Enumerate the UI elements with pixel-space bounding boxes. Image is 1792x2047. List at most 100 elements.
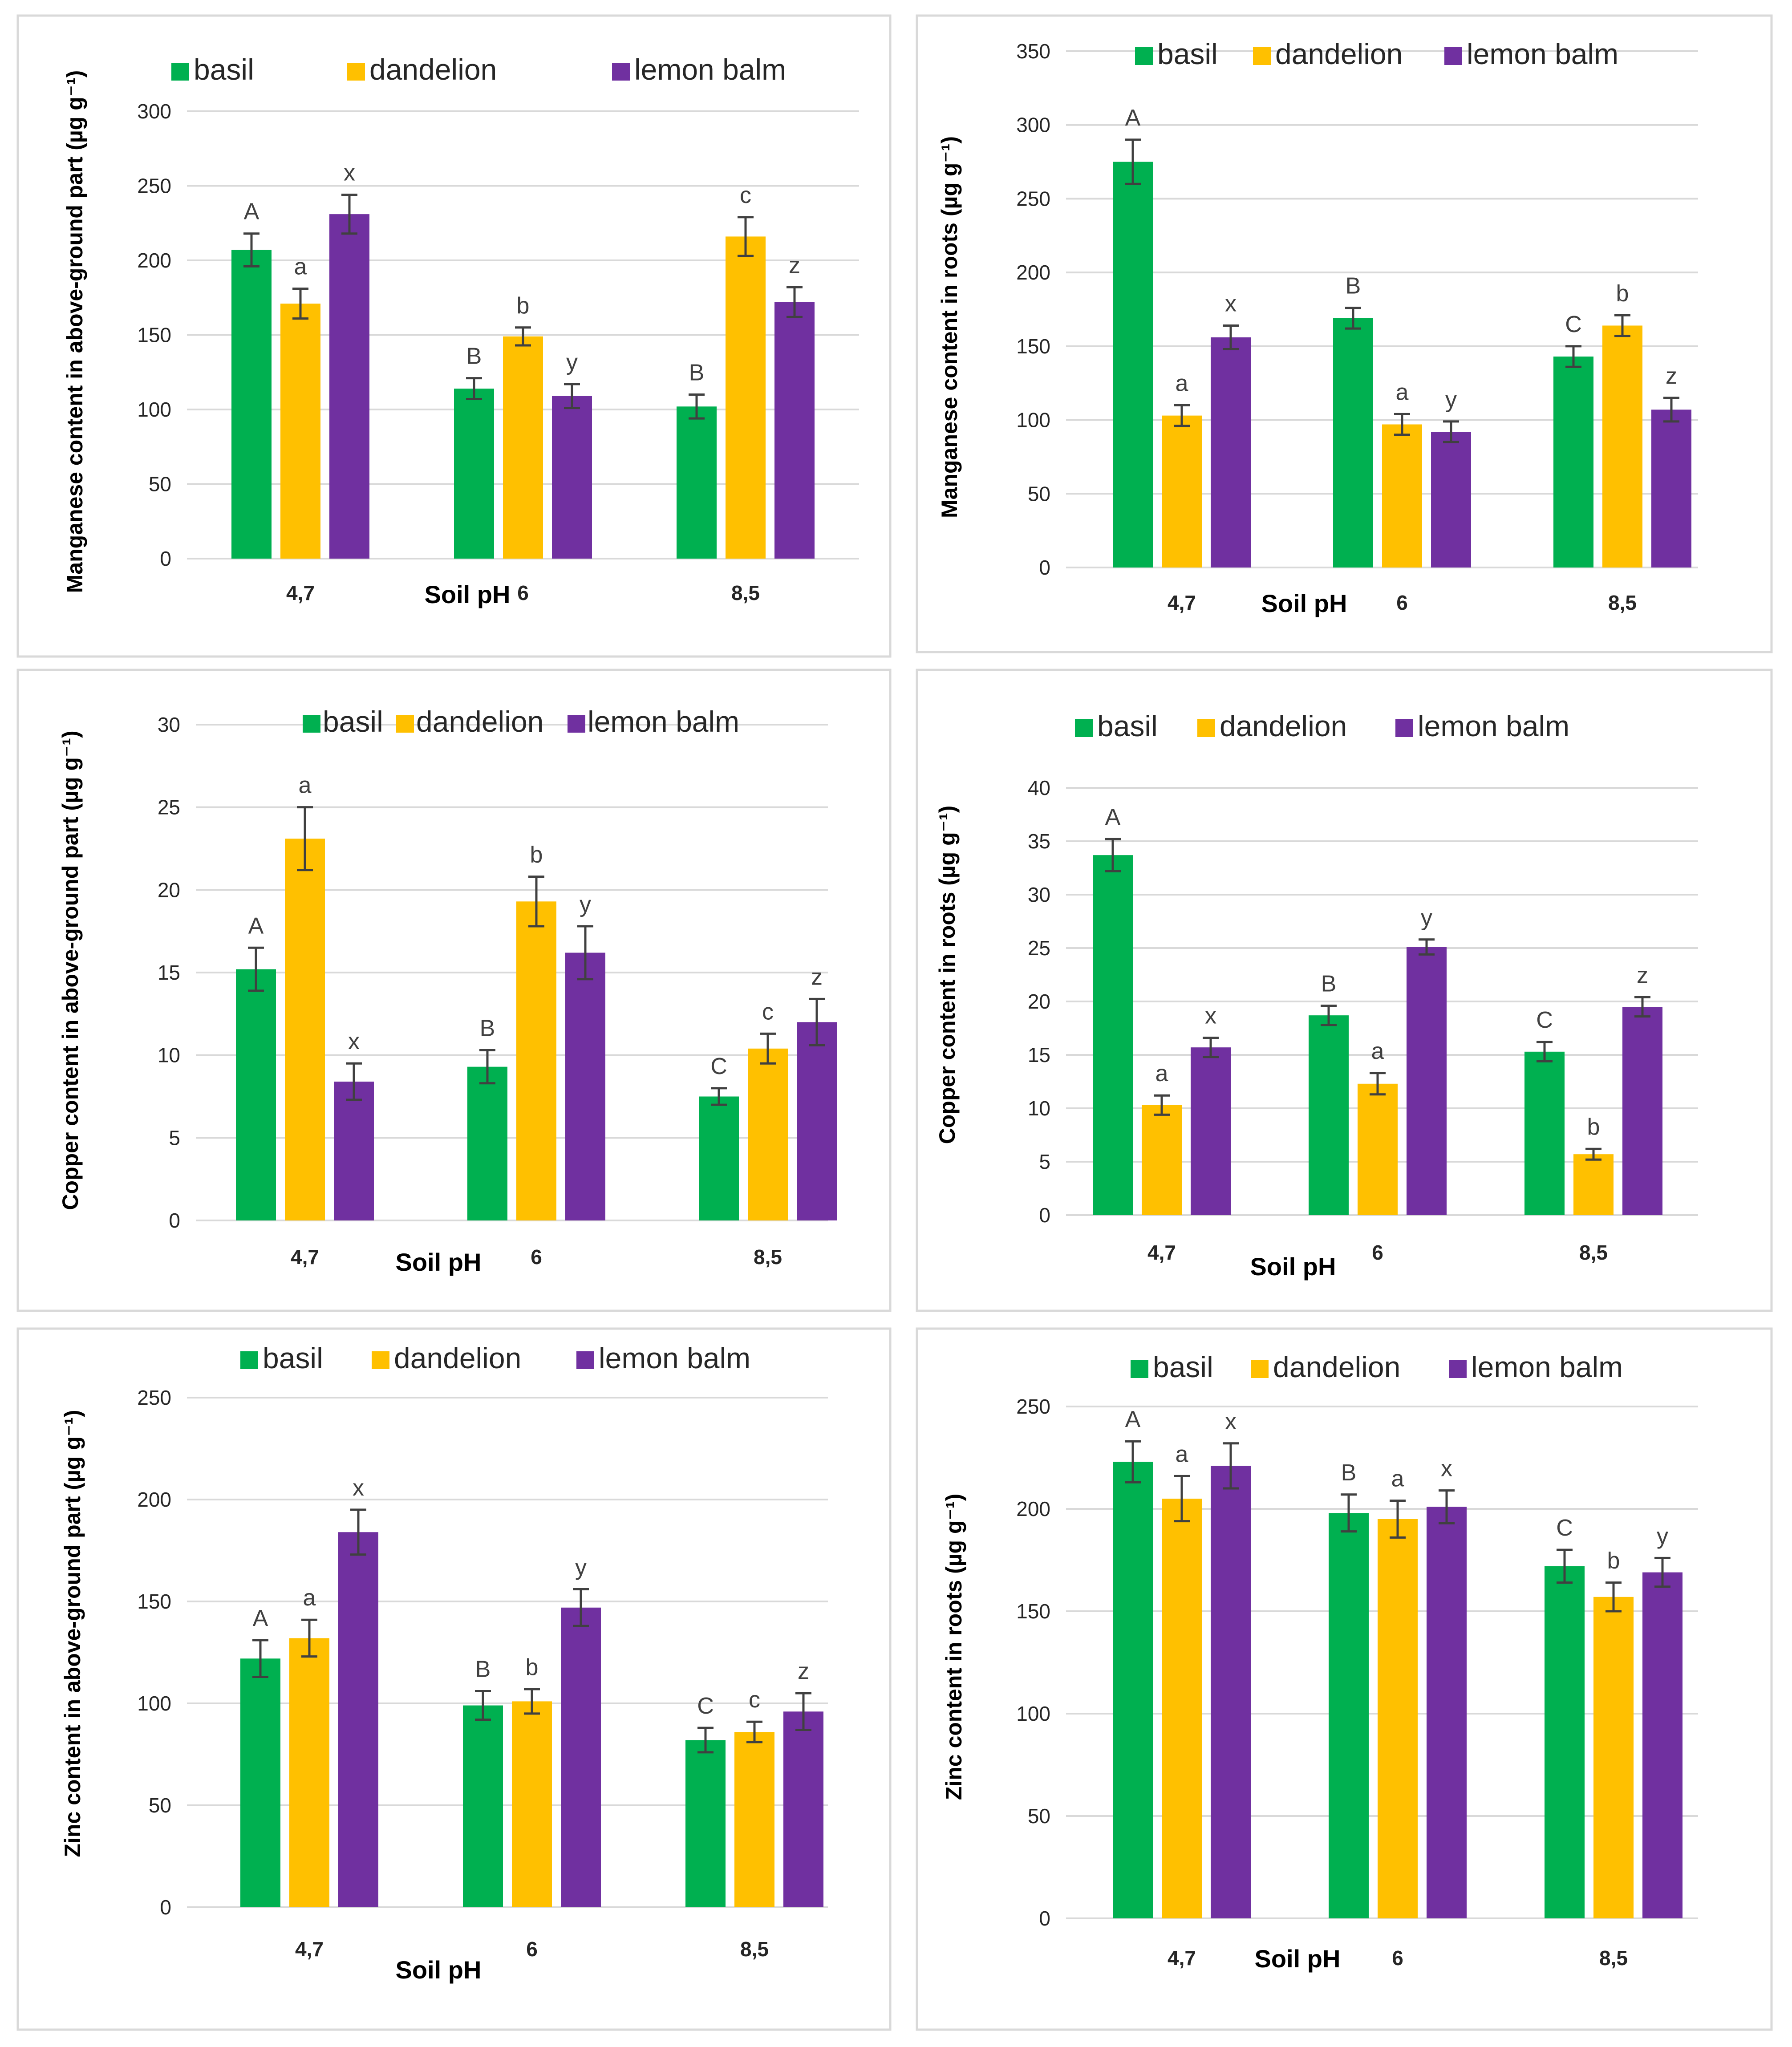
y-tick-label: 20 bbox=[158, 878, 180, 901]
y-tick-label: 30 bbox=[158, 713, 180, 736]
x-category-label: 4,7 bbox=[1147, 1241, 1176, 1264]
legend-label: lemon balm bbox=[1467, 37, 1618, 70]
significance-letter: x bbox=[353, 1475, 364, 1501]
y-tick-label: 5 bbox=[169, 1126, 180, 1149]
bar bbox=[1309, 1015, 1349, 1215]
significance-letter: C bbox=[697, 1693, 714, 1719]
bar bbox=[1162, 1499, 1202, 1918]
bar bbox=[1602, 325, 1642, 567]
legend-swatch bbox=[1251, 1360, 1269, 1378]
x-category-label: 8,5 bbox=[1579, 1241, 1608, 1264]
chart-panel-1: 0 50 100 150 200 250 300 basil dandelion lemon ba… bbox=[16, 14, 892, 658]
y-tick-label: 25 bbox=[158, 796, 180, 819]
y-tick-label: 150 bbox=[1016, 335, 1050, 358]
significance-letter: y bbox=[1657, 1523, 1668, 1549]
significance-letter: C bbox=[1536, 1007, 1553, 1033]
bar bbox=[1431, 432, 1471, 567]
bar bbox=[289, 1638, 329, 1907]
legend-swatch bbox=[1449, 1360, 1467, 1378]
y-tick-label: 0 bbox=[1039, 556, 1050, 579]
legend-swatch bbox=[347, 63, 365, 81]
significance-letter: a bbox=[1371, 1038, 1384, 1064]
significance-letter: A bbox=[1125, 105, 1141, 131]
significance-letter: y bbox=[580, 892, 591, 917]
y-tick-label: 5 bbox=[1039, 1150, 1050, 1173]
significance-letter: a bbox=[1176, 1441, 1188, 1467]
y-tick-label: 15 bbox=[1028, 1043, 1050, 1066]
x-category-label: 8,5 bbox=[1608, 591, 1637, 614]
bar bbox=[1593, 1597, 1634, 1918]
significance-letter: B bbox=[466, 344, 482, 369]
significance-letter: b bbox=[517, 293, 530, 319]
significance-letter: x bbox=[1205, 1003, 1216, 1029]
legend-label: basil bbox=[1157, 37, 1218, 70]
significance-letter: y bbox=[575, 1555, 587, 1581]
legend-label: lemon balm bbox=[1418, 709, 1569, 742]
x-category-label: 4,7 bbox=[1168, 1946, 1196, 1970]
significance-letter: a bbox=[1176, 370, 1188, 396]
bar bbox=[565, 953, 605, 1220]
significance-letter: a bbox=[1391, 1466, 1404, 1492]
chart-panel-2: 0 50 100 150 200 250 300 350 basil dandelion lemon… bbox=[916, 14, 1773, 653]
legend-swatch bbox=[1395, 719, 1413, 737]
bar bbox=[240, 1658, 280, 1907]
y-tick-label: 10 bbox=[158, 1044, 180, 1067]
bar bbox=[783, 1711, 823, 1907]
bar bbox=[1333, 318, 1373, 567]
x-category-label: 8,5 bbox=[740, 1938, 769, 1961]
significance-letter: B bbox=[1346, 273, 1361, 299]
bar bbox=[1113, 162, 1153, 568]
significance-letter: B bbox=[1321, 971, 1337, 997]
x-category-label: 6 bbox=[1372, 1241, 1383, 1264]
legend-swatch bbox=[1075, 719, 1093, 737]
significance-letter: b bbox=[1607, 1548, 1620, 1574]
x-category-label: 6 bbox=[1392, 1946, 1403, 1970]
legend-label: lemon balm bbox=[634, 53, 786, 86]
legend-label: lemon balm bbox=[599, 1342, 750, 1374]
bar bbox=[338, 1532, 378, 1907]
bar bbox=[1573, 1154, 1614, 1215]
significance-letter: x bbox=[1441, 1456, 1452, 1482]
significance-letter: z bbox=[1666, 363, 1677, 389]
bar bbox=[1162, 415, 1202, 567]
significance-letter: A bbox=[1125, 1407, 1141, 1432]
legend-swatch bbox=[568, 715, 585, 733]
x-category-label: 4,7 bbox=[291, 1245, 319, 1269]
significance-letter: y bbox=[1421, 905, 1432, 931]
significance-letter: A bbox=[244, 199, 259, 225]
bar bbox=[467, 1066, 507, 1220]
bar bbox=[748, 1048, 788, 1220]
significance-letter: c bbox=[740, 182, 751, 208]
significance-letter: C bbox=[710, 1054, 727, 1079]
x-axis-title: Soil pH bbox=[1250, 1253, 1336, 1281]
y-tick-label: 200 bbox=[1016, 1497, 1050, 1520]
y-tick-label: 100 bbox=[1016, 409, 1050, 432]
y-axis-title: Zinc content in roots (µg g⁻¹) bbox=[941, 1494, 966, 1800]
chart-panel-3: 0 5 10 15 20 25 30 basil dandelion lemon balm Aa x 4… bbox=[16, 669, 892, 1312]
significance-letter: A bbox=[248, 913, 264, 939]
x-category-label: 8,5 bbox=[754, 1245, 782, 1269]
significance-letter: b bbox=[1616, 280, 1629, 306]
legend-label: basil bbox=[194, 53, 254, 86]
y-tick-label: 250 bbox=[1016, 1395, 1050, 1418]
y-tick-label: 20 bbox=[1028, 990, 1050, 1013]
legend-swatch bbox=[303, 715, 320, 733]
legend-swatch bbox=[396, 715, 414, 733]
y-tick-label: 15 bbox=[158, 961, 180, 984]
bar bbox=[677, 406, 717, 559]
y-tick-label: 150 bbox=[137, 1590, 171, 1613]
legend-label: dandelion bbox=[394, 1342, 521, 1374]
significance-letter: a bbox=[294, 254, 307, 280]
y-tick-label: 40 bbox=[1028, 776, 1050, 799]
chart-panel-5: 0 50 100 150 200 250 basil dandelion lemon balm A… bbox=[16, 1327, 892, 2031]
y-axis-title: Manganese content in roots (µg g⁻¹) bbox=[937, 136, 962, 518]
legend-label: basil bbox=[263, 1342, 323, 1374]
significance-letter: x bbox=[348, 1029, 360, 1054]
bar bbox=[1651, 409, 1691, 567]
bar bbox=[1211, 1466, 1251, 1918]
x-axis-title: Soil pH bbox=[1261, 589, 1347, 617]
legend-label: dandelion bbox=[416, 705, 543, 738]
significance-letter: x bbox=[344, 160, 355, 186]
x-category-label: 6 bbox=[517, 581, 529, 604]
